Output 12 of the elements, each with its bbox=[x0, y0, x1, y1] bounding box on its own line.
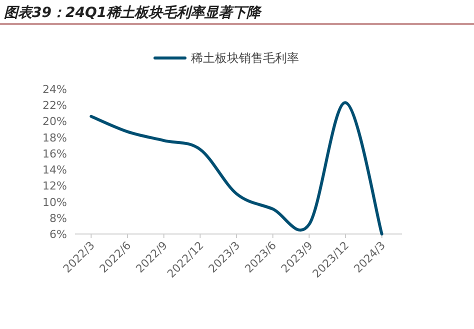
y-tick-label: 14% bbox=[42, 164, 67, 177]
y-tick-label: 22% bbox=[42, 99, 67, 112]
chart-title: 图表39：24Q1稀土板块毛利率显著下降 bbox=[4, 4, 263, 21]
y-tick-label: 20% bbox=[42, 115, 67, 128]
y-tick-label: 8% bbox=[50, 212, 67, 225]
y-tick-label: 6% bbox=[50, 228, 67, 241]
y-tick-label: 18% bbox=[42, 131, 67, 144]
y-tick-label: 16% bbox=[42, 147, 67, 160]
y-tick-label: 10% bbox=[42, 196, 67, 209]
y-tick-label: 12% bbox=[42, 180, 67, 193]
legend-label: 稀土板块销售毛利率 bbox=[191, 51, 299, 65]
y-tick-label: 24% bbox=[42, 83, 67, 96]
